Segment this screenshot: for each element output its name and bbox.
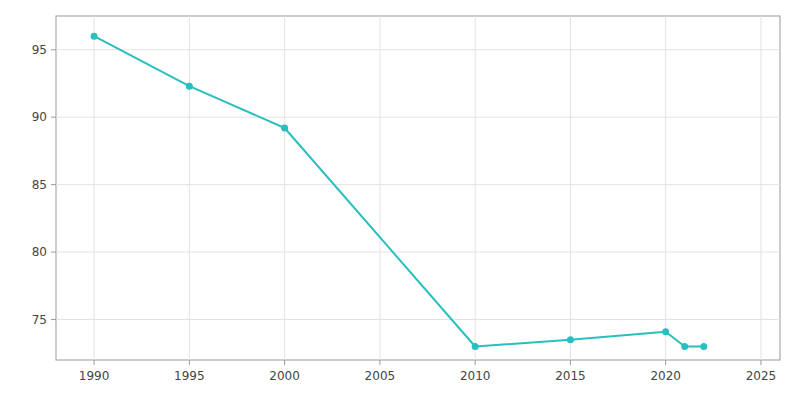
- y-tick: [51, 117, 56, 118]
- y-grid-line: [56, 117, 780, 118]
- y-grid-line: [56, 252, 780, 253]
- series: [91, 33, 708, 350]
- x-tick: [475, 360, 476, 365]
- x-grid-line: [570, 16, 571, 360]
- x-grid-line: [189, 16, 190, 360]
- axes: 1990 1995 2000 2005 2010 2015 2020 2025 75 80 85 90…: [32, 43, 777, 383]
- x-tick-label: 2020: [650, 369, 681, 383]
- x-tick-label: 2000: [269, 369, 300, 383]
- y-tick: [51, 184, 56, 185]
- x-tick: [94, 360, 95, 365]
- y-tick: [51, 49, 56, 50]
- plot-frame: [56, 16, 780, 360]
- y-tick: [51, 252, 56, 253]
- y-grid-line: [56, 49, 780, 50]
- y-tick: [51, 319, 56, 320]
- y-grid-line: [56, 184, 780, 185]
- point: [681, 343, 688, 350]
- x-tick-label: 2015: [555, 369, 586, 383]
- y-tick-label: 95: [32, 43, 47, 57]
- point: [472, 343, 479, 350]
- y-tick-label: 90: [32, 110, 47, 124]
- x-grid-line: [760, 16, 761, 360]
- x-tick: [760, 360, 761, 365]
- x-grid-line: [665, 16, 666, 360]
- x-grid-line: [475, 16, 476, 360]
- chart-svg: 1990 1995 2000 2005 2010 2015 2020 2025 75 80 85 90…: [0, 0, 800, 400]
- point: [186, 83, 193, 90]
- point: [567, 336, 574, 343]
- x-tick-label: 1990: [79, 369, 110, 383]
- point: [700, 343, 707, 350]
- chart-container: 1990 1995 2000 2005 2010 2015 2020 2025 75 80 85 90…: [0, 0, 800, 400]
- x-grid-line: [379, 16, 380, 360]
- x-grid-line: [284, 16, 285, 360]
- x-tick: [284, 360, 285, 365]
- x-tick: [379, 360, 380, 365]
- x-tick: [189, 360, 190, 365]
- point: [281, 124, 288, 131]
- x-tick-label: 1995: [174, 369, 205, 383]
- y-grid-line: [56, 319, 780, 320]
- x-tick-label: 2005: [365, 369, 396, 383]
- point: [662, 328, 669, 335]
- y-tick-label: 85: [32, 178, 47, 192]
- x-tick: [665, 360, 666, 365]
- y-tick-label: 75: [32, 313, 47, 327]
- x-tick-label: 2010: [460, 369, 491, 383]
- y-tick-label: 80: [32, 245, 47, 259]
- x-tick-label: 2025: [746, 369, 777, 383]
- x-grid-line: [94, 16, 95, 360]
- point: [91, 33, 98, 40]
- grid: [56, 16, 780, 360]
- x-tick: [570, 360, 571, 365]
- line: [94, 36, 704, 346]
